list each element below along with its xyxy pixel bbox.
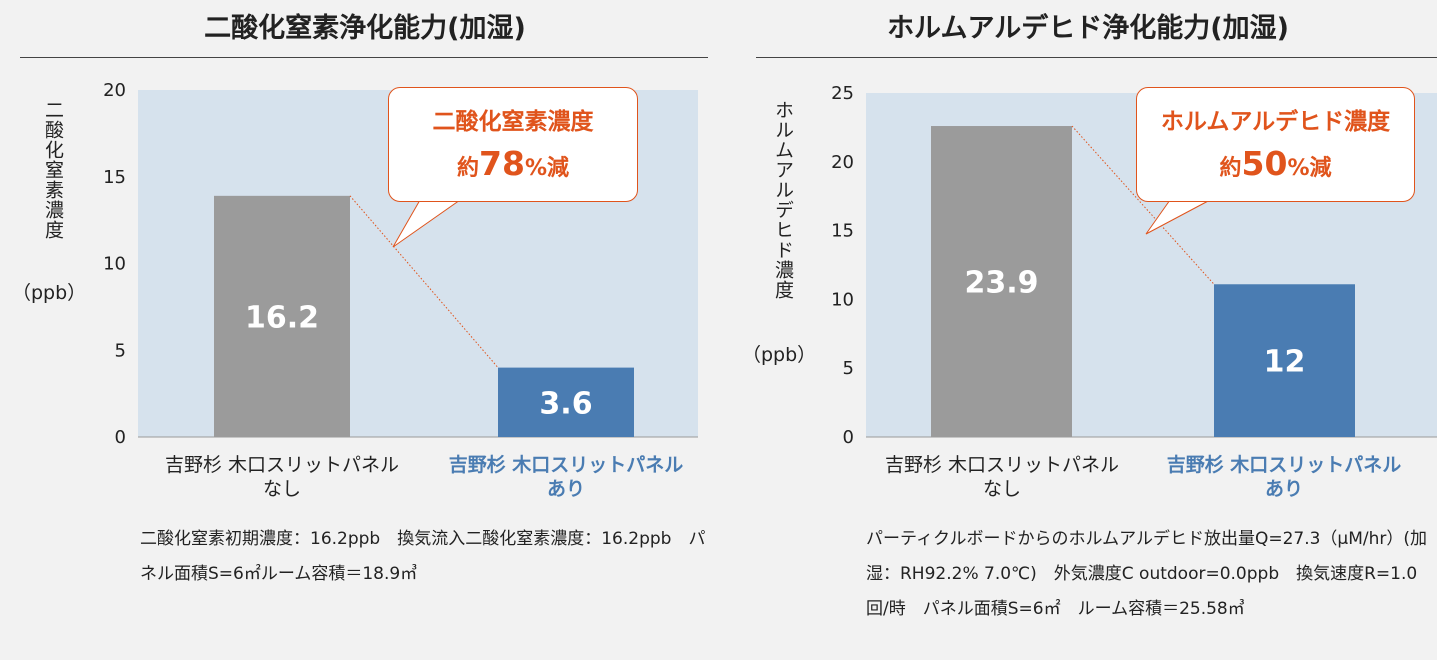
y-tick-label: 10	[103, 254, 126, 275]
bar-value-label: 3.6	[539, 386, 592, 421]
callout-title: 二酸化窒素濃度	[432, 109, 594, 135]
x-label-without: 吉野杉 木口スリットパネル なし	[164, 454, 400, 500]
callout-title: ホルムアルデヒド濃度	[1160, 109, 1391, 135]
y-tick-label: 25	[831, 83, 854, 104]
chart-title-no2: 二酸化窒素浄化能力(加湿)	[204, 13, 526, 44]
y-axis-unit: （ppb）	[742, 344, 817, 366]
reduction-callout: ホルムアルデヒド濃度 約50%減	[1136, 87, 1415, 202]
title-divider	[756, 57, 1437, 58]
bar-value-label: 23.9	[964, 266, 1038, 301]
reduction-connector	[1071, 125, 1215, 285]
callout-prefix: 約	[1219, 156, 1242, 181]
bar-value-label: 16.2	[245, 300, 319, 335]
y-tick-label: 20	[831, 152, 854, 173]
callout-suffix: %減	[1287, 156, 1332, 181]
reduction-connector	[349, 195, 499, 368]
y-axis-label: 二酸化窒素濃度	[42, 100, 64, 240]
y-axis-label: ホルムアルデヒド濃度	[772, 100, 794, 300]
x-label-without: 吉野杉 木口スリットパネル なし	[884, 454, 1120, 500]
y-tick-label: 0	[843, 427, 854, 448]
bar-value-label: 12	[1264, 345, 1306, 380]
footnote: 二酸化窒素初期濃度：16.2ppb 換気流入二酸化窒素濃度：16.2ppb パネ…	[140, 529, 706, 584]
y-tick-label: 0	[115, 427, 126, 448]
y-tick-label: 10	[831, 289, 854, 310]
y-tick-label: 20	[103, 80, 126, 101]
callout-prefix: 約	[457, 156, 480, 181]
bar	[214, 195, 350, 437]
y-tick-label: 15	[831, 221, 854, 242]
chart-title-hcho: ホルムアルデヒド浄化能力(加湿)	[887, 13, 1289, 44]
bar	[498, 367, 634, 437]
callout-percent: 78	[479, 144, 525, 183]
callout-percent: 50	[1241, 144, 1288, 183]
x-label-with: 吉野杉 木口スリットパネル あり	[448, 454, 684, 500]
y-tick-label: 15	[103, 167, 126, 188]
title-divider	[20, 57, 708, 58]
y-tick-label: 5	[115, 340, 126, 361]
x-label-with: 吉野杉 木口スリットパネル あり	[1166, 454, 1402, 500]
callout-suffix: %減	[524, 156, 569, 181]
footnote: パーティクルボードからのホルムアルデヒド放出量Q=27.3（μM/hr）(加湿：…	[866, 529, 1428, 619]
reduction-callout: 二酸化窒素濃度 約78%減	[388, 87, 638, 202]
bar	[931, 126, 1072, 438]
y-axis-unit: （ppb）	[12, 282, 87, 304]
y-tick-label: 5	[843, 358, 854, 379]
bar	[1214, 284, 1355, 437]
